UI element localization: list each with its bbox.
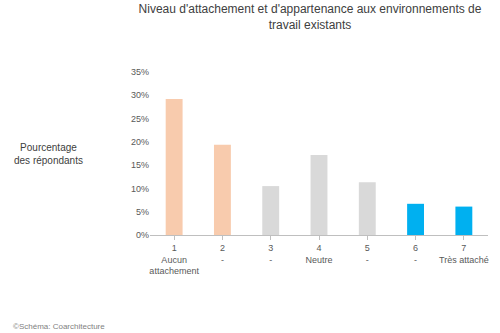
svg-text:2-: 2- [220, 243, 225, 265]
svg-text:20%: 20% [131, 137, 149, 147]
svg-text:0%: 0% [136, 230, 149, 240]
svg-text:7Très attaché: 7Très attaché [439, 243, 489, 265]
svg-text:6-: 6- [413, 243, 418, 265]
svg-text:5-: 5- [365, 243, 370, 265]
svg-text:5%: 5% [136, 207, 149, 217]
svg-text:25%: 25% [131, 114, 149, 124]
svg-text:Pourcentagedes répondants: Pourcentagedes répondants [14, 142, 83, 166]
svg-text:10%: 10% [131, 184, 149, 194]
svg-text:Niveau d'attachement et d'appa: Niveau d'attachement et d'appartenance a… [139, 2, 482, 32]
svg-text:15%: 15% [131, 160, 149, 170]
svg-text:30%: 30% [131, 90, 149, 100]
svg-text:©Schéma: Coarchitecture: ©Schéma: Coarchitecture [13, 322, 105, 331]
svg-text:3-: 3- [268, 243, 273, 265]
svg-text:35%: 35% [131, 67, 149, 77]
svg-text:4Neutre: 4Neutre [305, 243, 332, 265]
svg-text:1Aucunattachement: 1Aucunattachement [149, 243, 199, 276]
